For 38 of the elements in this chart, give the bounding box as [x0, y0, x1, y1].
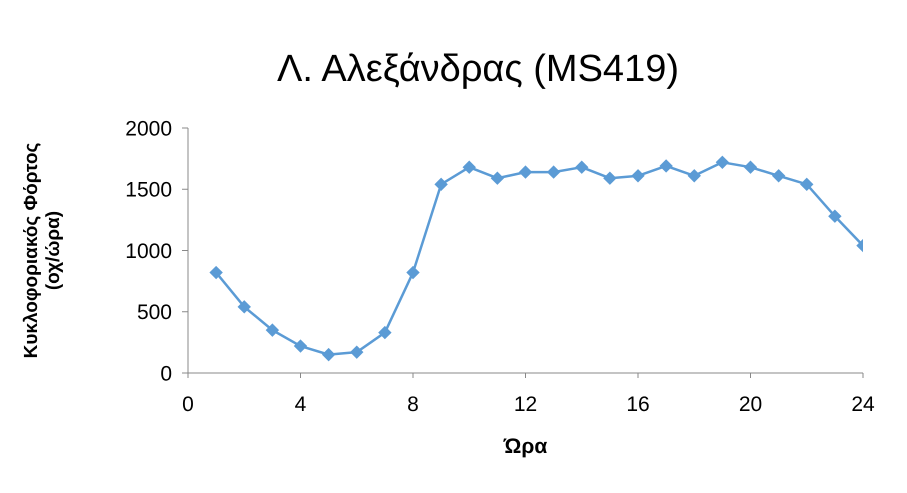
- point: [547, 166, 560, 179]
- point: [716, 156, 729, 169]
- point: [378, 326, 392, 340]
- point: [210, 266, 223, 280]
- point: [406, 266, 420, 280]
- x-tick-label: 0: [182, 392, 194, 416]
- x-tick-label: 24: [851, 392, 875, 416]
- point: [660, 159, 673, 172]
- point: [238, 300, 251, 314]
- point: [350, 346, 364, 359]
- y-tick-label: 500: [136, 301, 172, 324]
- x-tick-label: 16: [626, 392, 650, 416]
- point: [772, 169, 786, 182]
- point: [744, 160, 757, 174]
- point: [294, 340, 307, 353]
- point: [575, 160, 588, 174]
- point: [632, 169, 644, 182]
- y-tick-label: 1500: [125, 178, 172, 202]
- x-tick-label: 20: [738, 392, 762, 416]
- y-tick-label: 2000: [125, 117, 172, 140]
- y-axis-title: Κυκλοφοριακός Φόρτος (οχ/ώρα): [21, 142, 64, 358]
- y-tick-label: 1000: [125, 240, 172, 263]
- point: [322, 348, 336, 362]
- point: [266, 324, 279, 337]
- point: [688, 169, 701, 182]
- point: [828, 210, 842, 223]
- point: [434, 178, 448, 191]
- point: [800, 178, 814, 191]
- x-tick-label: 8: [407, 392, 419, 416]
- x-tick-label: 4: [294, 392, 307, 416]
- y-tick-label: 0: [160, 362, 172, 386]
- point: [519, 166, 532, 179]
- x-axis-title: Ώρα: [502, 435, 548, 458]
- point: [603, 172, 616, 185]
- x-tick-label: 12: [514, 392, 538, 416]
- point: [490, 172, 504, 185]
- chart-title: Λ. Αλεξάνδρας (MS419): [276, 47, 680, 92]
- point: [462, 160, 476, 174]
